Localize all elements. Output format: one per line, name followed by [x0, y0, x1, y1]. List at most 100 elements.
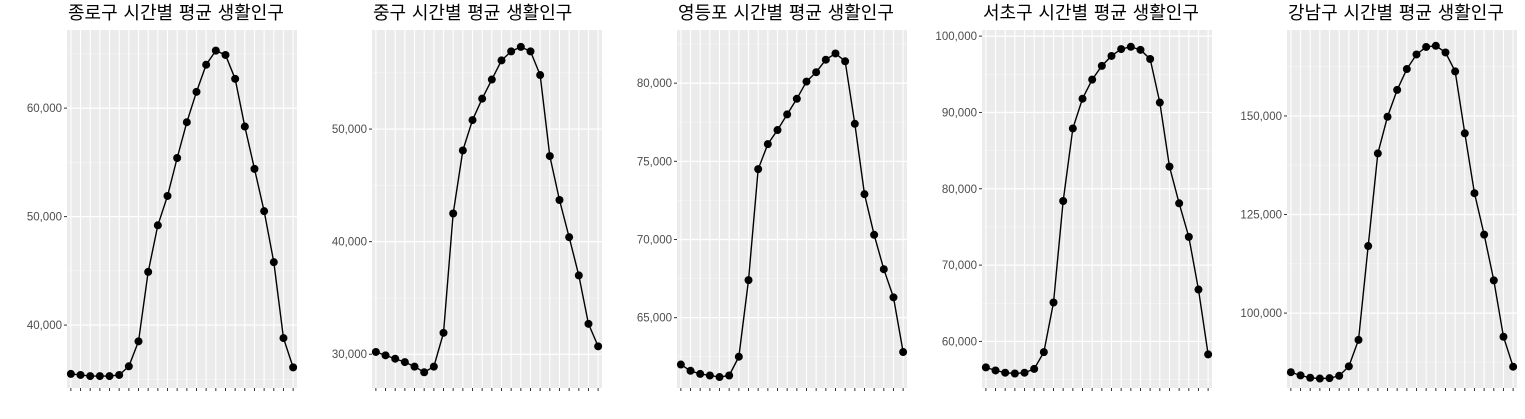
data-point — [240, 122, 249, 131]
data-point — [1402, 65, 1411, 74]
data-point — [410, 362, 419, 371]
y-tick-label: 60,000 — [27, 103, 62, 115]
data-point — [1117, 45, 1126, 54]
data-point — [1499, 332, 1508, 341]
data-point — [1335, 371, 1344, 380]
data-point — [1325, 374, 1334, 383]
chart-title: 서초구 시간별 평균 생활인구 — [983, 3, 1199, 24]
chart-svg: 65,000 70,000 75,000 80,000 영등포 시간별 평균 생활인구 — [637, 3, 908, 391]
data-point — [696, 369, 705, 378]
chart-title: 강남구 시간별 평균 생활인구 — [1288, 3, 1504, 24]
data-point — [594, 342, 603, 351]
data-point — [429, 362, 438, 371]
chart-title: 영등포 시간별 평균 생활인구 — [678, 3, 894, 24]
y-tick-label: 70,000 — [942, 260, 977, 272]
data-point — [516, 42, 525, 51]
data-point — [526, 47, 535, 56]
y-tick-label: 50,000 — [332, 124, 367, 136]
data-point — [821, 55, 830, 64]
data-point — [1489, 276, 1498, 285]
data-point — [565, 233, 574, 242]
data-point — [899, 348, 908, 357]
data-point — [981, 363, 990, 372]
data-point — [734, 352, 743, 361]
data-point — [1030, 364, 1039, 373]
y-tick-label: 75,000 — [637, 156, 672, 168]
data-point — [1373, 149, 1382, 158]
y-tick-label: 65,000 — [637, 313, 672, 325]
chart-svg: 40,000 50,000 60,000 종로구 시간별 평균 생활인구 — [27, 3, 298, 391]
data-point — [1155, 98, 1164, 107]
data-point — [1412, 50, 1421, 59]
y-tick-label: 100,000 — [1240, 308, 1282, 320]
data-point — [1059, 196, 1068, 205]
data-point — [182, 118, 191, 127]
plot-background — [982, 30, 1212, 388]
data-point — [1383, 112, 1392, 121]
data-point — [991, 366, 1000, 375]
data-point — [1286, 368, 1295, 377]
data-point — [536, 71, 545, 80]
data-point — [831, 49, 840, 58]
data-point — [115, 370, 124, 379]
data-point — [144, 267, 153, 276]
data-point — [371, 347, 380, 356]
data-point — [1451, 67, 1460, 76]
data-point — [802, 77, 811, 86]
data-point — [744, 276, 753, 285]
data-point — [754, 165, 763, 174]
data-point — [289, 363, 298, 372]
data-point — [792, 94, 801, 103]
data-point — [211, 46, 220, 55]
y-tick-label: 90,000 — [942, 107, 977, 119]
chart-panel: 60,000 70,000 80,000 90,000 100,000 서초구 시간별 평… — [915, 0, 1220, 419]
y-tick-label: 60,000 — [942, 336, 977, 348]
chart-panel: 40,000 50,000 60,000 종로구 시간별 평균 생활인구 — [0, 0, 305, 419]
data-point — [507, 47, 516, 56]
data-point — [686, 366, 695, 375]
data-point — [1088, 75, 1097, 84]
data-point — [269, 258, 278, 267]
data-point — [1039, 348, 1048, 357]
data-point — [458, 146, 467, 155]
data-point — [279, 334, 288, 343]
data-point — [889, 293, 898, 302]
data-point — [1136, 45, 1145, 54]
data-point — [879, 265, 888, 274]
data-point — [95, 372, 104, 381]
y-tick-label: 125,000 — [1240, 210, 1282, 222]
data-point — [715, 373, 724, 382]
data-point — [1175, 199, 1184, 208]
data-point — [76, 370, 85, 379]
data-point — [221, 50, 230, 59]
data-point — [1146, 55, 1155, 64]
data-point — [1509, 362, 1518, 371]
data-point — [487, 75, 496, 84]
data-point — [250, 164, 259, 173]
data-point — [783, 110, 792, 119]
data-point — [545, 152, 554, 161]
data-point — [260, 207, 269, 216]
y-tick-label: 80,000 — [942, 184, 977, 196]
y-tick-label: 40,000 — [332, 237, 367, 249]
data-point — [763, 140, 772, 149]
data-point — [1315, 374, 1324, 383]
data-point — [1194, 285, 1203, 294]
data-point — [173, 154, 182, 163]
data-point — [1460, 129, 1469, 138]
y-tick-label: 100,000 — [935, 31, 977, 43]
data-point — [1097, 61, 1106, 70]
data-point — [163, 191, 172, 200]
data-point — [1068, 124, 1077, 133]
data-point — [870, 230, 879, 239]
data-point — [1204, 350, 1213, 359]
data-point — [478, 94, 487, 103]
data-point — [1165, 162, 1174, 171]
data-point — [1354, 335, 1363, 344]
chart-panel: 100,000 125,000 150,000 강남구 시간별 평균 생활인구 — [1220, 0, 1525, 419]
data-point — [1001, 368, 1010, 377]
chart-title: 종로구 시간별 평균 생활인구 — [68, 3, 284, 24]
data-point — [86, 372, 95, 381]
data-point — [812, 68, 821, 77]
data-point — [1431, 41, 1440, 50]
